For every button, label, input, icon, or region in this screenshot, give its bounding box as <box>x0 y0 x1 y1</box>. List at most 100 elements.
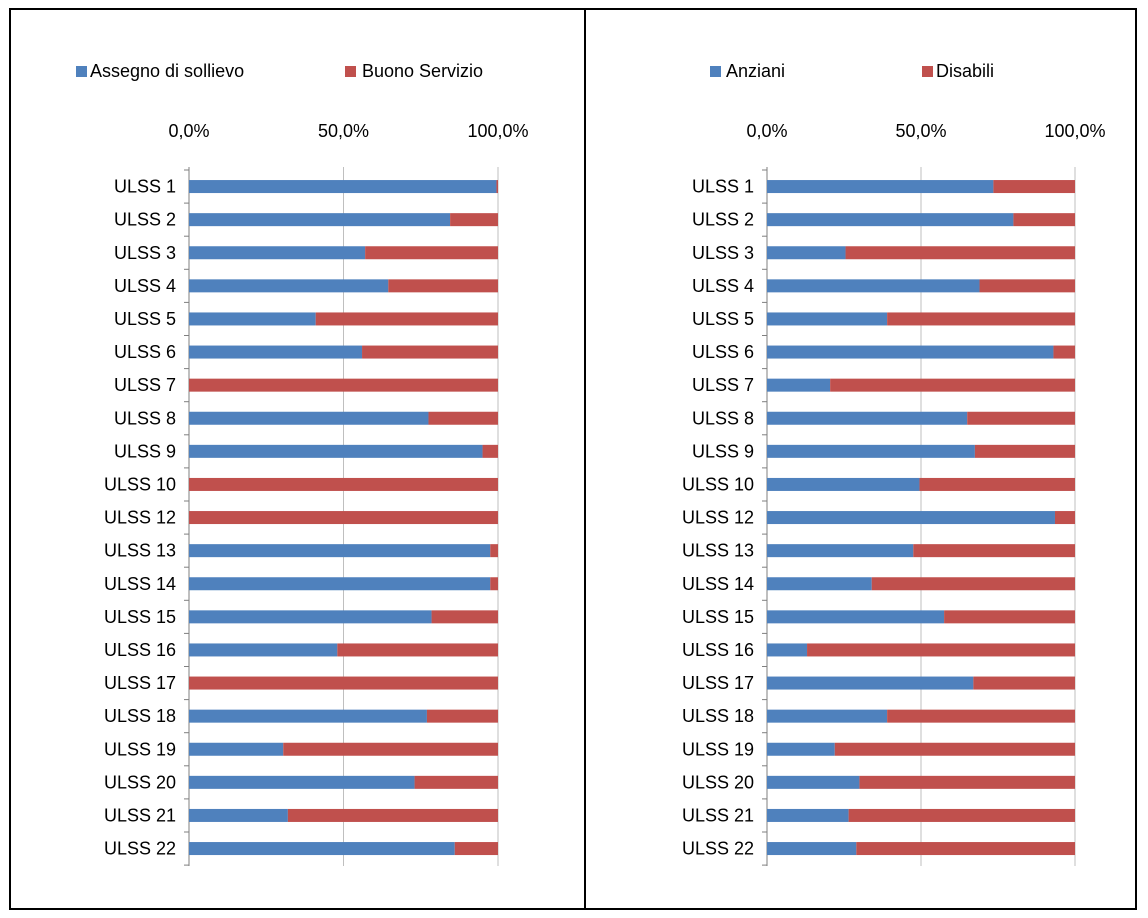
category-label: ULSS 9 <box>692 441 754 461</box>
category-label: ULSS 16 <box>104 640 176 660</box>
bar-segment-series-1 <box>767 312 888 326</box>
category-label: ULSS 5 <box>692 309 754 329</box>
bar-segment-series-1 <box>189 444 483 458</box>
category-label: ULSS 2 <box>692 210 754 230</box>
bar-segment-series-1 <box>767 213 1014 227</box>
category-label: ULSS 18 <box>682 706 754 726</box>
bar-segment-series-2 <box>431 610 498 624</box>
bar-segment-series-2 <box>993 180 1075 194</box>
category-label: ULSS 2 <box>114 210 176 230</box>
bar-segment-series-2 <box>913 544 1075 558</box>
legend-label-1: Anziani <box>726 61 785 81</box>
category-label: ULSS 4 <box>692 276 754 296</box>
category-label: ULSS 10 <box>104 474 176 494</box>
bar-segment-series-1 <box>189 842 455 856</box>
legend-swatch-1 <box>710 66 721 77</box>
bar-segment-series-1 <box>767 775 860 789</box>
category-label: ULSS 13 <box>682 541 754 561</box>
bar-segment-series-1 <box>189 213 451 227</box>
bar-segment-series-1 <box>767 577 872 591</box>
bar-segment-series-1 <box>767 742 835 756</box>
category-label: ULSS 22 <box>104 839 176 859</box>
bar-segment-series-2 <box>283 742 498 756</box>
category-label: ULSS 9 <box>114 441 176 461</box>
bar-segment-series-2 <box>967 411 1075 425</box>
bar-segment-series-2 <box>189 477 498 491</box>
bar-segment-series-1 <box>767 477 920 491</box>
bar-segment-series-2 <box>887 709 1075 723</box>
bar-segment-series-1 <box>189 808 288 822</box>
category-label: ULSS 20 <box>104 772 176 792</box>
category-label: ULSS 19 <box>682 739 754 759</box>
category-label: ULSS 4 <box>114 276 176 296</box>
bar-segment-series-1 <box>189 709 427 723</box>
bar-segment-series-2 <box>807 643 1075 657</box>
bar-segment-series-2 <box>414 775 498 789</box>
bar-segment-series-2 <box>365 246 498 260</box>
bar-segment-series-2 <box>848 808 1075 822</box>
charts-frame <box>9 8 1137 910</box>
bar-segment-series-2 <box>1053 345 1075 359</box>
category-label: ULSS 3 <box>114 243 176 263</box>
bar-segment-series-1 <box>767 378 831 392</box>
bar-segment-series-2 <box>454 842 498 856</box>
bar-segment-series-2 <box>287 808 498 822</box>
category-label: ULSS 16 <box>682 640 754 660</box>
bar-segment-series-2 <box>1013 213 1075 227</box>
bar-segment-series-1 <box>767 444 975 458</box>
bar-segment-series-1 <box>767 279 980 293</box>
bar-segment-series-2 <box>189 676 498 690</box>
category-label: ULSS 14 <box>682 574 754 594</box>
category-label: ULSS 5 <box>114 309 176 329</box>
bar-segment-series-1 <box>767 643 808 657</box>
bar-segment-series-1 <box>189 312 316 326</box>
bar-segment-series-2 <box>979 279 1075 293</box>
x-tick-label: 0,0% <box>168 121 209 141</box>
category-label: ULSS 13 <box>104 541 176 561</box>
bar-segment-series-1 <box>767 842 857 856</box>
bar-segment-series-1 <box>189 180 497 194</box>
bar-segment-series-1 <box>767 610 945 624</box>
bar-segment-series-1 <box>767 808 849 822</box>
category-label: ULSS 7 <box>114 375 176 395</box>
category-label: ULSS 15 <box>104 607 176 627</box>
legend-swatch-2 <box>922 66 933 77</box>
bar-segment-series-2 <box>482 444 498 458</box>
bar-segment-series-2 <box>887 312 1075 326</box>
bar-segment-series-1 <box>189 577 491 591</box>
bar-segment-series-1 <box>189 411 429 425</box>
bar-segment-series-2 <box>845 246 1075 260</box>
bar-segment-series-2 <box>944 610 1075 624</box>
category-label: ULSS 10 <box>682 474 754 494</box>
x-tick-label: 100,0% <box>467 121 528 141</box>
category-label: ULSS 12 <box>682 508 754 528</box>
bar-segment-series-2 <box>362 345 498 359</box>
bar-segment-series-2 <box>859 775 1075 789</box>
bar-segment-series-2 <box>1054 511 1075 525</box>
bar-segment-series-1 <box>767 345 1054 359</box>
x-tick-label: 0,0% <box>746 121 787 141</box>
category-label: ULSS 1 <box>692 177 754 197</box>
bar-segment-series-1 <box>767 180 994 194</box>
chart-2: Anziani Disabili 0,0% 50,0% 100,0% ULSS 1 ULSS… <box>682 61 1106 866</box>
bar-segment-series-2 <box>490 544 498 558</box>
legend-label-2: Buono Servizio <box>362 61 483 81</box>
bar-segment-series-1 <box>767 544 914 558</box>
bar-segment-series-1 <box>767 676 974 690</box>
bar-segment-series-2 <box>428 411 498 425</box>
category-label: ULSS 20 <box>682 772 754 792</box>
bar-segment-series-2 <box>189 378 498 392</box>
bar-segment-series-2 <box>450 213 498 227</box>
bar-segment-series-1 <box>189 610 432 624</box>
category-label: ULSS 18 <box>104 706 176 726</box>
category-label: ULSS 1 <box>114 177 176 197</box>
bar-segment-series-1 <box>189 775 415 789</box>
category-label: ULSS 15 <box>682 607 754 627</box>
category-label: ULSS 21 <box>682 805 754 825</box>
bar-segment-series-2 <box>834 742 1075 756</box>
category-label: ULSS 6 <box>692 342 754 362</box>
x-tick-label: 100,0% <box>1044 121 1105 141</box>
bar-segment-series-2 <box>856 842 1075 856</box>
bar-segment-series-2 <box>315 312 498 326</box>
